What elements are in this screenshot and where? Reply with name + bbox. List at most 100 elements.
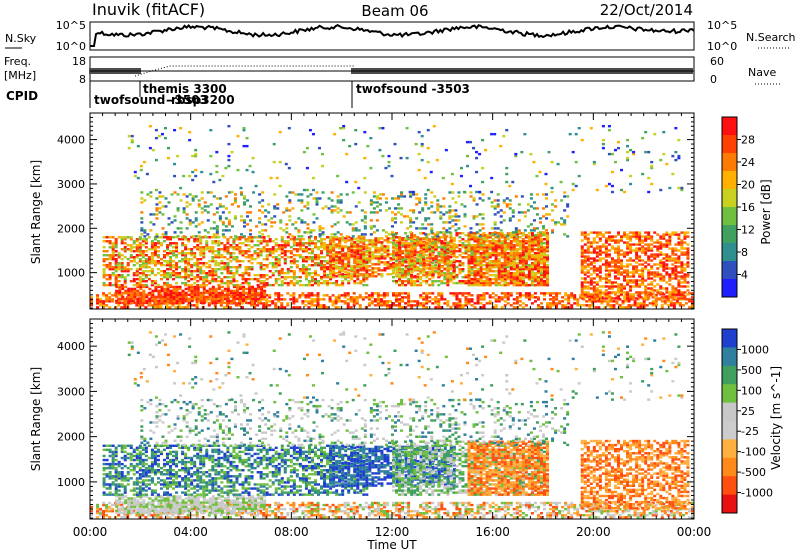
- power-cell: [586, 247, 590, 250]
- power-cell: [594, 306, 598, 309]
- power-cell: [464, 304, 468, 307]
- power-cell: [630, 298, 634, 301]
- power-cell: [169, 265, 173, 269]
- power-cell: [205, 248, 209, 251]
- power-cell: [223, 281, 227, 285]
- power-cell: [196, 263, 200, 267]
- power-cell: [476, 296, 480, 299]
- power-cell: [422, 298, 426, 301]
- power-cell: [156, 271, 160, 275]
- power-cell: [521, 261, 525, 265]
- power-cell: [326, 260, 330, 263]
- power-cell: [413, 257, 417, 260]
- power-cell: [476, 248, 480, 251]
- power-cell: [610, 285, 614, 288]
- power-cell: [99, 304, 103, 307]
- power-cell: [476, 252, 480, 255]
- power-cell: [428, 246, 432, 249]
- power-cell: [323, 279, 327, 283]
- power-cell: [304, 260, 308, 263]
- power-cell: [232, 248, 236, 251]
- power-cell: [350, 267, 354, 270]
- power-cell: [335, 281, 339, 285]
- power-cell: [626, 273, 630, 276]
- power-cell: [410, 279, 414, 283]
- power-cell: [583, 231, 587, 234]
- power-cell: [347, 239, 351, 242]
- power-cell: [515, 240, 519, 243]
- power-cell: [304, 296, 308, 299]
- power-cell: [533, 240, 537, 243]
- power-cell: [616, 295, 620, 298]
- power-cell: [371, 243, 375, 246]
- power-cell: [159, 306, 163, 309]
- power-cell: [341, 247, 345, 250]
- power-cell: [601, 285, 605, 288]
- power-cell: [592, 249, 596, 252]
- power-cell: [247, 267, 251, 271]
- power-cell: [620, 273, 624, 276]
- power-cell: [317, 248, 321, 251]
- power-cell: [497, 242, 501, 245]
- power-cell: [482, 263, 486, 267]
- power-cell: [503, 256, 507, 259]
- power-cell: [341, 273, 345, 276]
- power-cell: [320, 267, 324, 271]
- power-cell: [598, 271, 602, 274]
- power-cell: [310, 250, 314, 253]
- power-cell: [491, 263, 495, 267]
- power-cell: [254, 297, 258, 301]
- power-cell: [117, 263, 121, 267]
- power-cell: [591, 304, 595, 307]
- power-cell: [392, 239, 396, 242]
- power-cell: [524, 254, 528, 257]
- power-cell: [344, 241, 348, 244]
- power-cell: [601, 245, 605, 248]
- power-cell: [479, 246, 483, 249]
- power-cell: [105, 277, 109, 281]
- power-cell: [604, 269, 608, 272]
- power-cell: [262, 238, 266, 241]
- power-cell: [280, 252, 284, 255]
- power-cell: [260, 289, 264, 293]
- power-cell: [235, 283, 239, 287]
- power-cell: [175, 275, 179, 279]
- power-cell: [317, 256, 321, 259]
- power-cell: [338, 243, 342, 246]
- power-cell: [377, 241, 381, 244]
- power-cell: [389, 241, 393, 244]
- power-cell: [307, 296, 311, 299]
- power-cell: [681, 296, 685, 299]
- power-cell: [175, 271, 179, 275]
- power-cell: [428, 240, 432, 243]
- power-cell: [512, 298, 516, 301]
- power-cell: [395, 244, 399, 247]
- power-cell: [247, 238, 251, 241]
- power-cell: [613, 263, 617, 266]
- power-cell: [350, 245, 354, 248]
- power-cell: [524, 234, 528, 237]
- power-cell: [404, 302, 408, 305]
- power-cell: [307, 236, 311, 239]
- power-cell: [130, 297, 134, 301]
- power-cell: [199, 297, 203, 301]
- power-cell: [401, 267, 405, 271]
- power-cell: [530, 275, 534, 279]
- power-cell: [627, 300, 631, 303]
- power-cell: [446, 252, 450, 255]
- power-cell: [494, 281, 498, 285]
- power-cell: [650, 259, 654, 262]
- power-cell: [355, 296, 359, 299]
- power-cell: [130, 287, 134, 291]
- power-cell: [141, 256, 145, 259]
- power-cell: [359, 257, 363, 260]
- power-cell: [598, 259, 602, 262]
- power-cell: [583, 235, 587, 238]
- power-cell: [620, 289, 624, 292]
- power-cell: [464, 244, 468, 247]
- power-cell: [232, 291, 236, 295]
- power-cell: [343, 300, 347, 303]
- power-cell: [641, 275, 645, 278]
- power-cell: [136, 285, 140, 289]
- power-cell: [202, 285, 206, 289]
